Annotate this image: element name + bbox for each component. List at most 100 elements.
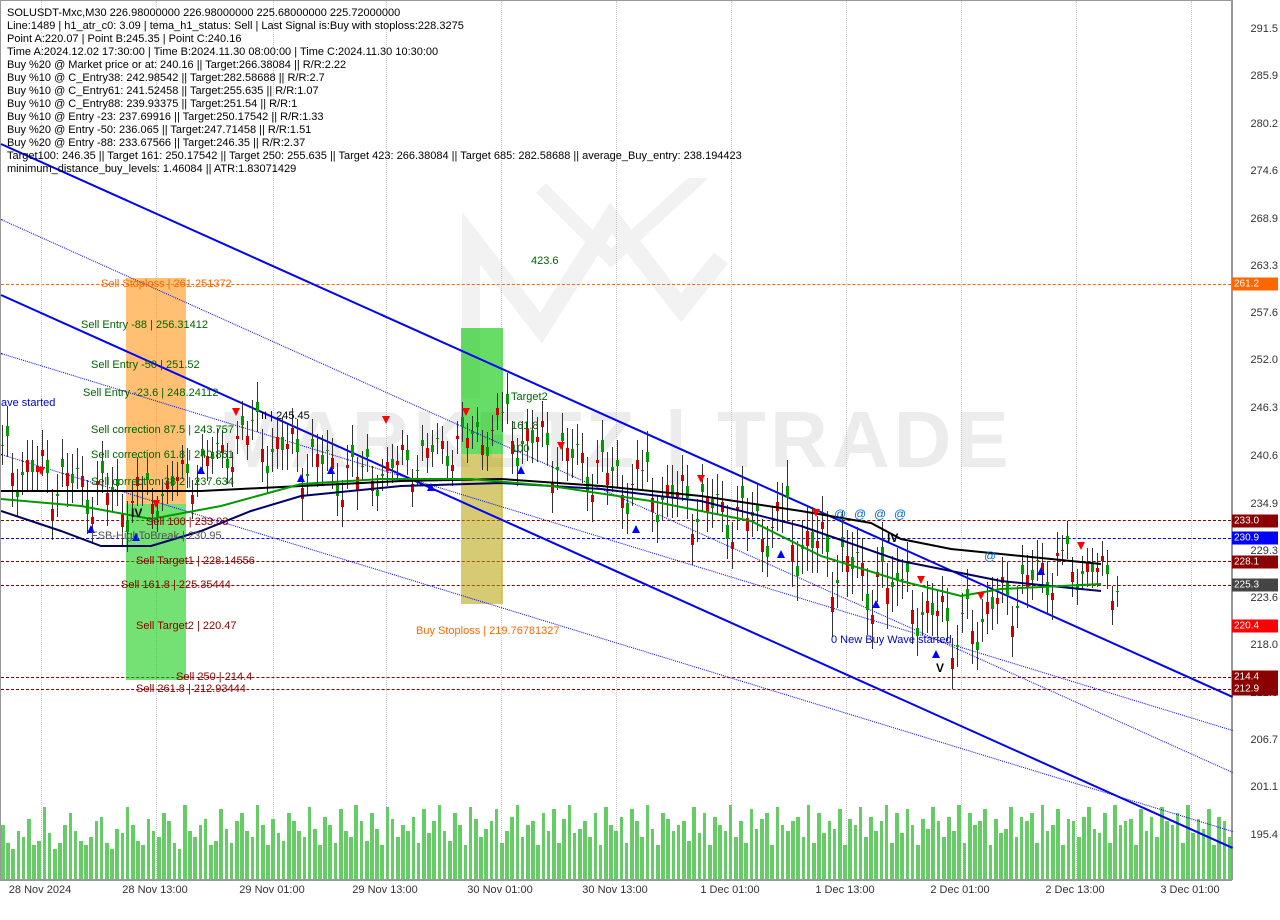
annotation-label: Sell correction 38.2 | 237.634 bbox=[91, 476, 234, 488]
volume-bar bbox=[95, 821, 99, 879]
volume-bar bbox=[640, 837, 644, 879]
info-line: Buy %20 @ Entry -88: 233.67566 || Target… bbox=[7, 137, 305, 149]
volume-bar bbox=[854, 825, 858, 879]
watermark-text: MARKETZ | TRADE bbox=[219, 394, 1012, 486]
volume-bar bbox=[594, 813, 598, 879]
volume-bar bbox=[1150, 817, 1154, 879]
x-tick: 29 Nov 13:00 bbox=[352, 884, 417, 896]
y-tick: 195.4 bbox=[1250, 829, 1278, 841]
zone-rect bbox=[461, 454, 503, 605]
y-tick: 263.3 bbox=[1250, 260, 1278, 272]
annotation-label: Sell 250 | 214.4 bbox=[176, 671, 252, 683]
spiral-mark: @ bbox=[834, 507, 846, 521]
volume-bar bbox=[261, 825, 265, 879]
price-tag: 214.4 bbox=[1232, 670, 1278, 683]
info-line: Buy %20 @ Entry -50: 236.065 || Target:2… bbox=[7, 124, 311, 136]
volume-bar bbox=[973, 825, 977, 879]
volume-bar bbox=[479, 837, 483, 879]
volume-bar bbox=[204, 819, 208, 879]
volume-bar bbox=[703, 813, 707, 879]
volume-bar bbox=[48, 833, 52, 879]
volume-bar bbox=[625, 843, 629, 879]
volume-bar bbox=[37, 841, 41, 879]
volume-bar bbox=[1113, 805, 1117, 879]
volume-bar bbox=[27, 819, 31, 879]
volume-bar bbox=[11, 849, 15, 879]
volume-bar bbox=[199, 825, 203, 879]
signal-arrow-down bbox=[382, 416, 390, 424]
wave-label: IV bbox=[131, 506, 142, 520]
volume-bar bbox=[1108, 843, 1112, 879]
volume-bar bbox=[729, 805, 733, 879]
price-tag: 261.2 bbox=[1232, 278, 1278, 291]
volume-bar bbox=[6, 843, 10, 879]
volume-bar bbox=[957, 805, 961, 879]
signal-arrow-down bbox=[557, 442, 565, 450]
volume-bar bbox=[568, 805, 572, 879]
chart-area[interactable]: MARKETZ | TRADE @@@@@ Sell Stoploss | 26… bbox=[0, 0, 1232, 880]
y-tick: 218.0 bbox=[1250, 639, 1278, 651]
y-tick: 257.6 bbox=[1250, 307, 1278, 319]
volume-bar bbox=[225, 829, 229, 879]
volume-bar bbox=[542, 813, 546, 879]
signal-arrow-down bbox=[1077, 542, 1085, 550]
volume-bar bbox=[604, 807, 608, 879]
volume-bar bbox=[880, 821, 884, 879]
volume-bar bbox=[303, 837, 307, 879]
volume-bar bbox=[744, 843, 748, 879]
volume-bar bbox=[1139, 809, 1143, 879]
annotation-label: Sell 161.8 | 225.35444 bbox=[121, 579, 231, 591]
volume-bar bbox=[328, 825, 332, 879]
volume-bar bbox=[802, 837, 806, 879]
x-tick: 29 Nov 01:00 bbox=[239, 884, 304, 896]
y-tick: 280.2 bbox=[1250, 118, 1278, 130]
volume-bar bbox=[635, 821, 639, 879]
volume-bar bbox=[557, 843, 561, 879]
y-tick: 252.0 bbox=[1250, 354, 1278, 366]
annotation-label: ave started bbox=[1, 397, 55, 409]
y-axis: 291.5285.9280.2274.6268.9263.3257.6252.0… bbox=[1232, 0, 1280, 880]
volume-bar bbox=[386, 807, 390, 879]
volume-bar bbox=[380, 845, 384, 879]
volume-bar bbox=[1129, 819, 1133, 879]
info-line: Buy %10 @ C_Entry38: 242.98542 || Target… bbox=[7, 72, 325, 84]
volume-bar bbox=[968, 813, 972, 879]
volume-bar bbox=[895, 813, 899, 879]
volume-bar bbox=[698, 833, 702, 879]
volume-bar bbox=[755, 829, 759, 879]
signal-arrow-down bbox=[232, 408, 240, 416]
volume-bar bbox=[370, 813, 374, 879]
volume-bar bbox=[58, 843, 62, 879]
volume-bar bbox=[947, 817, 951, 879]
signal-arrow-up bbox=[777, 550, 785, 558]
volume-bar bbox=[796, 817, 800, 879]
signal-arrow-down bbox=[152, 500, 160, 508]
wave-label: V bbox=[936, 661, 944, 675]
volume-bar bbox=[110, 849, 114, 879]
volume-bar bbox=[781, 825, 785, 879]
volume-bar bbox=[583, 821, 587, 879]
annotation-label: Sell 261.8 | 212.93444 bbox=[136, 683, 246, 695]
volume-bar bbox=[911, 825, 915, 879]
volume-bar bbox=[292, 821, 296, 879]
signal-arrow-down bbox=[812, 509, 820, 517]
volume-bar bbox=[406, 831, 410, 879]
volume-bar bbox=[1145, 831, 1149, 879]
y-tick: 246.3 bbox=[1250, 402, 1278, 414]
volume-bar bbox=[17, 831, 21, 879]
volume-bar bbox=[921, 819, 925, 879]
signal-arrow-down bbox=[917, 576, 925, 584]
volume-bar bbox=[152, 831, 156, 879]
volume-bar bbox=[1155, 837, 1159, 879]
annotation-label: FSB-HighToBreak | 230.95 bbox=[91, 530, 222, 542]
volume-bar bbox=[630, 809, 634, 879]
volume-bar bbox=[391, 819, 395, 879]
signal-arrow-down bbox=[977, 592, 985, 600]
volume-bar bbox=[183, 805, 187, 879]
volume-bar bbox=[147, 819, 151, 879]
volume-bar bbox=[474, 819, 478, 879]
volume-bar bbox=[277, 833, 281, 879]
spiral-mark: @ bbox=[984, 549, 996, 563]
signal-arrow-down bbox=[697, 475, 705, 483]
volume-bar bbox=[32, 845, 36, 879]
